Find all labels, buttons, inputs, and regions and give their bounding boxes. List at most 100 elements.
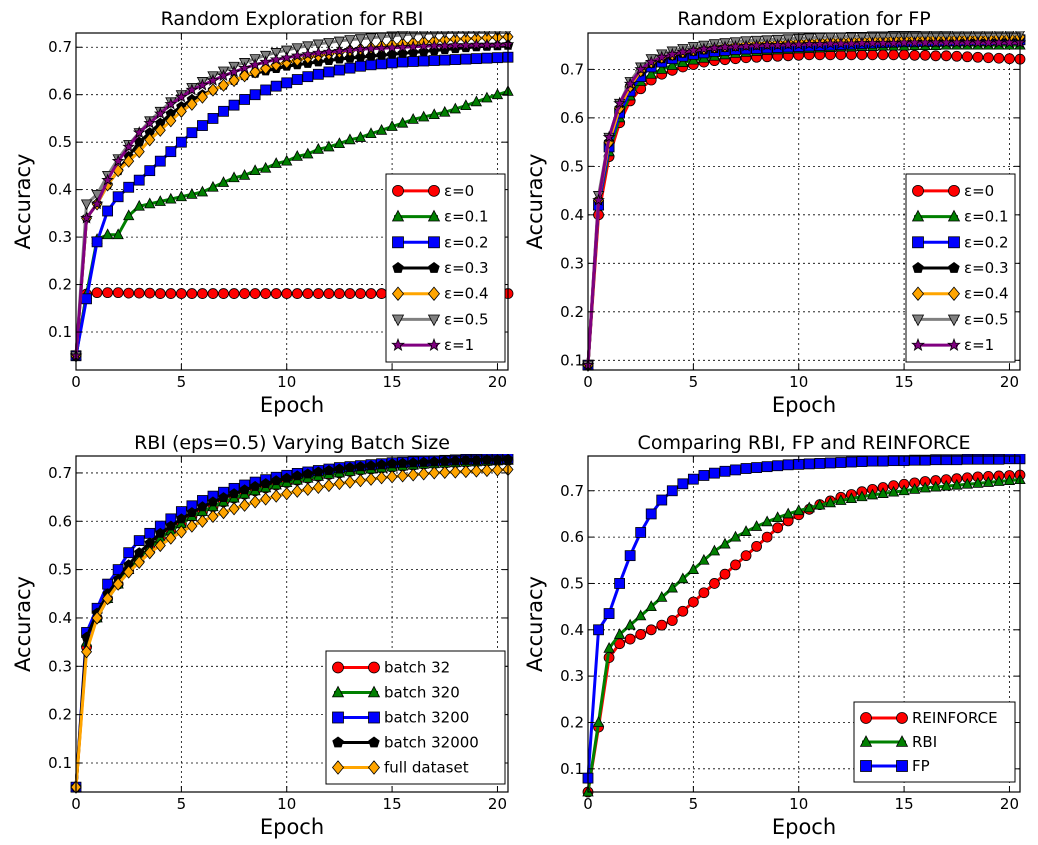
data-point xyxy=(961,51,973,63)
data-point xyxy=(291,150,303,161)
data-point xyxy=(354,474,367,488)
data-point xyxy=(407,457,419,468)
data-point xyxy=(624,550,636,562)
data-point xyxy=(491,463,503,477)
data-point xyxy=(112,191,124,203)
data-point xyxy=(217,176,230,187)
data-point xyxy=(719,537,731,549)
data-point xyxy=(449,465,461,479)
data-point xyxy=(132,125,146,139)
data-point xyxy=(259,161,272,173)
data-point xyxy=(940,454,952,466)
x-axis-label: Epoch xyxy=(772,393,836,417)
data-point xyxy=(228,171,240,183)
data-point xyxy=(175,104,187,118)
data-point xyxy=(396,116,409,128)
axes-frame xyxy=(587,32,1021,371)
data-point xyxy=(708,41,721,54)
data-point xyxy=(196,78,209,91)
data-point xyxy=(81,293,92,305)
data-point xyxy=(740,525,752,536)
data-point xyxy=(386,57,398,69)
data-point xyxy=(133,287,145,299)
data-point xyxy=(961,477,973,489)
data-point xyxy=(856,456,868,467)
data-point xyxy=(428,108,440,120)
data-point xyxy=(846,456,857,468)
legend-entry: ε=0.2 xyxy=(912,233,1009,251)
data-point xyxy=(909,49,921,61)
chart-title: Random Exploration for RBI xyxy=(161,8,424,30)
data-point xyxy=(709,578,720,589)
data-point xyxy=(740,550,752,562)
data-point xyxy=(771,38,785,51)
data-point xyxy=(760,38,774,51)
data-point xyxy=(196,185,209,197)
data-point xyxy=(824,457,836,469)
data-point xyxy=(291,43,303,55)
data-point xyxy=(656,494,668,506)
y-tick-label: 0.3 xyxy=(560,667,584,685)
data-point xyxy=(909,454,921,466)
data-point xyxy=(281,77,293,89)
data-point xyxy=(165,520,177,531)
data-point xyxy=(165,288,177,299)
x-tick-label: 0 xyxy=(71,795,81,813)
legend-entry: full dataset xyxy=(331,759,469,777)
legend-marker xyxy=(332,711,344,724)
data-point xyxy=(133,199,145,211)
data-point xyxy=(323,38,335,49)
data-point xyxy=(302,41,314,53)
chart-panel-random-exploration-rbi: 0 5 10 15 20 0.1 0.2 0.3 0.4 0.5 0.6 0.7 Epoch Accura… xyxy=(11,8,514,417)
data-point xyxy=(344,462,356,473)
data-point xyxy=(385,41,399,54)
data-point xyxy=(111,154,125,167)
data-point xyxy=(655,50,669,63)
y-tick-label: 0.5 xyxy=(560,574,584,592)
data-point xyxy=(239,484,250,495)
legend-marker xyxy=(391,314,405,327)
data-point xyxy=(772,522,784,534)
data-point xyxy=(144,165,156,177)
data-point xyxy=(217,78,230,92)
data-point xyxy=(951,50,963,62)
legend-label: ε=0 xyxy=(964,182,994,200)
data-point xyxy=(782,507,794,519)
data-point xyxy=(80,199,93,211)
x-tick-label: 10 xyxy=(789,373,808,391)
data-point xyxy=(834,36,848,50)
data-point xyxy=(333,44,346,57)
data-point xyxy=(491,88,504,100)
data-point xyxy=(439,105,451,117)
data-point xyxy=(427,39,441,52)
data-point xyxy=(603,641,615,653)
data-point xyxy=(982,36,995,49)
data-point xyxy=(344,288,356,299)
data-point xyxy=(645,508,657,520)
x-tick-label: 15 xyxy=(895,373,914,391)
data-point xyxy=(355,461,366,472)
data-point xyxy=(835,457,847,468)
data-point xyxy=(644,55,658,68)
y-axis-label: Accuracy xyxy=(523,576,547,672)
data-point xyxy=(344,475,356,489)
data-point xyxy=(165,146,177,158)
data-point xyxy=(281,487,293,501)
series-ε=1 xyxy=(582,36,1026,371)
data-point xyxy=(91,287,103,299)
data-point xyxy=(269,52,283,65)
chart-title: Random Exploration for FP xyxy=(677,8,930,30)
data-point xyxy=(666,581,678,593)
series-group xyxy=(70,454,514,794)
data-point xyxy=(898,484,910,496)
data-point xyxy=(771,511,784,523)
data-point xyxy=(376,459,387,470)
y-tick-label: 0.3 xyxy=(48,228,72,246)
data-point xyxy=(239,69,251,83)
x-tick-label: 15 xyxy=(383,373,402,391)
y-tick-label: 0.4 xyxy=(560,621,584,639)
legend-entry: ε=0.2 xyxy=(392,233,489,251)
legend-label: ε=0.2 xyxy=(444,233,489,251)
data-point xyxy=(249,164,261,176)
